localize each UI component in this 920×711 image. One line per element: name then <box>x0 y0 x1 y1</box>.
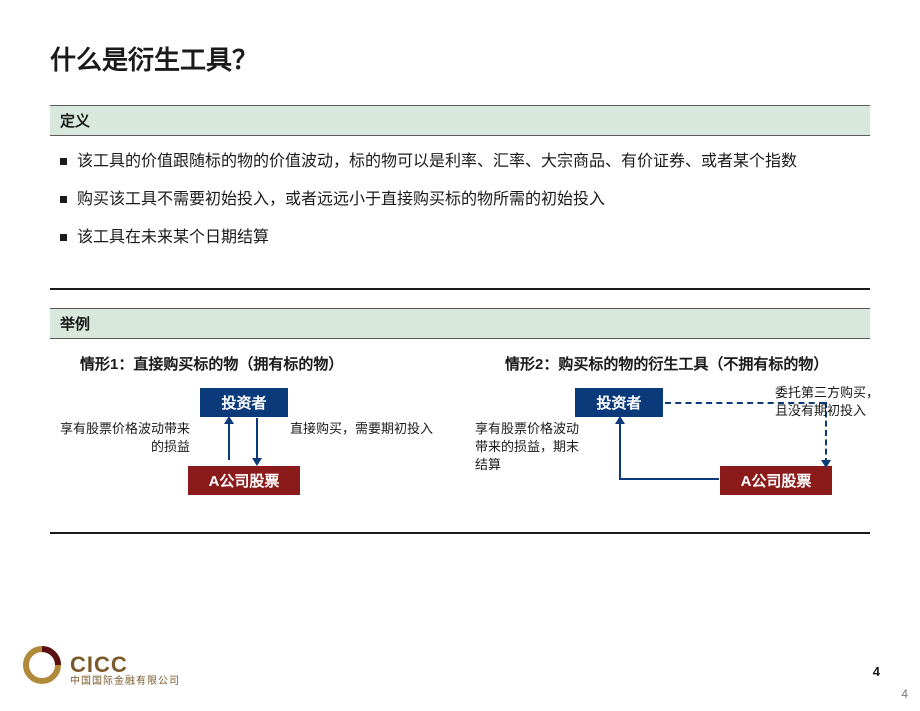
arrow-head-up-icon <box>224 416 234 424</box>
bullet-item: 该工具在未来某个日期结算 <box>54 226 866 250</box>
scenario-1-diagram: 投资者 A公司股票 享有股票价格波动带来的损益 直接购买，需要期初投入 <box>50 388 445 528</box>
scenario-1-right-text: 直接购买，需要期初投入 <box>290 420 433 438</box>
scenario-2-right-text: 委托第三方购买，且没有期初投入 <box>775 384 885 420</box>
arrow-head-down-icon <box>821 460 831 468</box>
bottom-divider <box>50 532 870 534</box>
scenario-1: 情形1：直接购买标的物（拥有标的物） 投资者 A公司股票 享有股票价格波动带来的… <box>50 353 445 528</box>
section-divider <box>50 288 870 290</box>
examples-row: 情形1：直接购买标的物（拥有标的物） 投资者 A公司股票 享有股票价格波动带来的… <box>50 347 870 528</box>
bullet-text: 购买该工具不需要初始投入，或者远远小于直接购买标的物所需的初始投入 <box>77 188 605 212</box>
page-number: 4 <box>873 664 880 679</box>
scenario-2-diagram: 投资者 A公司股票 享有股票价格波动带来的损益，期末结算 委托第三方购买，且没有… <box>475 388 870 528</box>
stock-node: A公司股票 <box>188 466 300 495</box>
page-title: 什么是衍生工具？ <box>50 40 870 77</box>
bullet-text: 该工具的价值跟随标的物的价值波动，标的物可以是利率、汇率、大宗商品、有价证券、或… <box>77 150 797 174</box>
scenario-2-left-text: 享有股票价格波动带来的损益，期末结算 <box>475 420 585 475</box>
arrow-line-h <box>619 478 719 480</box>
bullet-square-icon <box>60 158 67 165</box>
scenario-1-left-text: 享有股票价格波动带来的损益 <box>60 420 190 456</box>
investor-node: 投资者 <box>200 388 288 417</box>
scenario-2-title: 情形2：购买标的物的衍生工具（不拥有标的物） <box>475 353 870 374</box>
arrow-head-up-icon <box>615 416 625 424</box>
scenario-1-title: 情形1：直接购买标的物（拥有标的物） <box>50 353 445 374</box>
arrow-head-down-icon <box>252 458 262 466</box>
arrow-line-v <box>619 424 621 480</box>
definition-bullets: 该工具的价值跟随标的物的价值波动，标的物可以是利率、汇率、大宗商品、有价证券、或… <box>50 144 870 274</box>
page-number-outer: 4 <box>901 687 908 701</box>
scenario-2: 情形2：购买标的物的衍生工具（不拥有标的物） 投资者 A公司股票 享有股票价格波… <box>475 353 870 528</box>
bullet-item: 该工具的价值跟随标的物的价值波动，标的物可以是利率、汇率、大宗商品、有价证券、或… <box>54 150 866 174</box>
slide-footer: CICC 中国国际金融有限公司 4 <box>22 635 890 685</box>
arrow-line-down <box>256 418 258 458</box>
slide-container: 什么是衍生工具？ 定义 该工具的价值跟随标的物的价值波动，标的物可以是利率、汇率… <box>0 0 920 711</box>
bullet-square-icon <box>60 234 67 241</box>
arrow-line-up <box>228 424 230 460</box>
logo-ring-icon <box>22 645 62 685</box>
bullet-text: 该工具在未来某个日期结算 <box>77 226 269 250</box>
example-header: 举例 <box>50 308 870 339</box>
bullet-square-icon <box>60 196 67 203</box>
bullet-item: 购买该工具不需要初始投入，或者远远小于直接购买标的物所需的初始投入 <box>54 188 866 212</box>
logo-subtext: 中国国际金融有限公司 <box>70 672 180 687</box>
stock-node: A公司股票 <box>720 466 832 495</box>
definition-header: 定义 <box>50 105 870 136</box>
investor-node: 投资者 <box>575 388 663 417</box>
